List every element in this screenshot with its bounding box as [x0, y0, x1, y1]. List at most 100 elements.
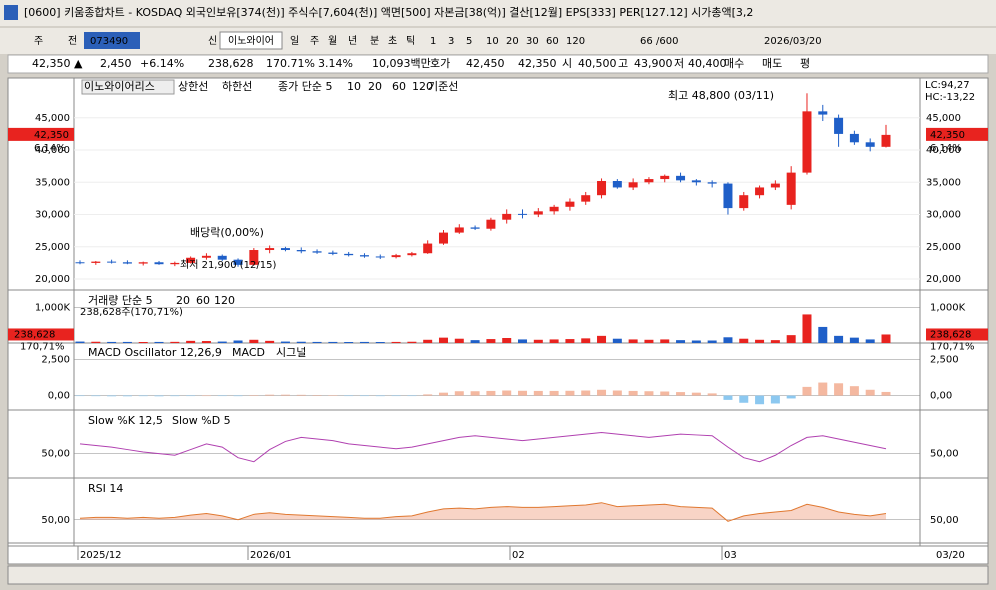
candle-body — [438, 232, 448, 244]
toolbar-item[interactable]: 5 — [466, 36, 472, 47]
candle-body — [107, 261, 117, 263]
candle-body — [265, 248, 275, 251]
bar — [186, 395, 196, 397]
bar — [660, 391, 670, 396]
toolbar-item[interactable]: 주 — [310, 36, 319, 47]
code-box — [84, 32, 140, 49]
y-tick-label: 25,000 — [35, 242, 70, 253]
bar — [612, 390, 622, 396]
bar — [770, 340, 780, 343]
toolbar-item[interactable]: 120 — [566, 36, 585, 47]
bar — [755, 339, 765, 343]
toolbar-item[interactable]: 월 — [328, 35, 337, 47]
toolbar-item[interactable]: 초 — [388, 35, 397, 47]
quote-item[interactable]: 매도 — [762, 57, 782, 70]
bar — [802, 314, 812, 343]
bar — [359, 341, 369, 343]
y-tick-label: 0,00 — [930, 391, 952, 402]
bar — [660, 339, 670, 343]
toolbar-item[interactable]: 분 — [370, 35, 379, 47]
bar — [375, 342, 385, 343]
bar — [533, 339, 543, 343]
line — [79, 502, 887, 522]
toolbar-item[interactable]: 20 — [506, 36, 519, 47]
toolbar-item[interactable]: 1 — [430, 36, 436, 47]
window-title: [0600] 키움종합차트 - KOSDAQ 외국인보유[374(천)] 주식수… — [24, 5, 753, 19]
area — [80, 502, 886, 522]
bar — [454, 338, 464, 343]
toolbar-item[interactable]: 10 — [486, 36, 499, 47]
y-tick-label: 2,500 — [930, 354, 959, 365]
scroll-bar[interactable] — [7, 565, 989, 585]
bar — [122, 341, 132, 343]
y-tick-label: 20,000 — [35, 274, 70, 285]
bar — [138, 342, 148, 343]
legend-item: 기준선 — [428, 80, 458, 93]
y-tick-label: 50,00 — [930, 449, 959, 460]
bar — [565, 390, 575, 396]
bar — [423, 339, 433, 343]
bar — [375, 395, 385, 397]
candle-body — [581, 195, 591, 202]
bar — [328, 395, 338, 396]
bar — [739, 338, 749, 343]
toolbar-item[interactable]: 전 — [68, 35, 77, 47]
candle-body — [818, 111, 828, 115]
toolbar-item[interactable]: 2026/03/20 — [764, 36, 822, 47]
bar — [454, 391, 464, 396]
toolbar-item[interactable]: 073490 — [90, 36, 128, 47]
toolbar-item[interactable]: 신 — [208, 35, 217, 47]
bar — [280, 341, 290, 343]
quote-item: 40,500 — [578, 57, 617, 70]
candle-body — [676, 175, 686, 181]
quote-item[interactable]: 평 — [800, 57, 810, 70]
left-axis — [7, 77, 75, 547]
candle-body — [770, 183, 780, 188]
quote-item[interactable]: 매수 — [724, 57, 744, 70]
candle-body — [802, 111, 812, 173]
bar — [201, 341, 211, 343]
toolbar-item[interactable]: 30 — [526, 36, 539, 47]
quote-item: 40,400 — [688, 57, 727, 70]
bar — [170, 395, 180, 397]
candle-body — [786, 172, 796, 205]
price-tag — [8, 127, 74, 141]
bar — [391, 395, 401, 397]
pct-label: 6,14% — [34, 143, 66, 154]
legend-item: 20 — [176, 294, 190, 307]
annotation: LC:94,27 — [925, 80, 970, 91]
y-tick-label: 30,000 — [35, 210, 70, 221]
bar — [407, 341, 417, 343]
candle-body — [122, 262, 132, 264]
bar — [723, 337, 733, 343]
quote-item: 238,628 — [208, 57, 254, 70]
toolbar-item[interactable]: 60 — [546, 36, 559, 47]
bar — [217, 395, 227, 397]
bar — [691, 340, 701, 343]
bar — [486, 390, 496, 396]
toolbar-item[interactable]: 3 — [448, 36, 454, 47]
bar — [770, 395, 780, 404]
toolbar-item[interactable]: 주 — [34, 36, 43, 47]
x-tick-label: 2025/12 — [80, 550, 122, 561]
candle-body — [328, 252, 338, 254]
candle-body — [533, 211, 543, 215]
annotation: 최저 21,900 (12/15) — [180, 259, 276, 271]
bar — [470, 340, 480, 343]
bar — [628, 390, 638, 396]
legend-item: 시그널 — [276, 346, 306, 359]
quote-item: 저 — [674, 57, 684, 70]
toolbar-item[interactable]: 이노와이어 — [228, 35, 274, 47]
toolbar-item[interactable]: 일 — [290, 35, 299, 47]
bar — [518, 339, 528, 343]
toolbar-item[interactable]: 66 — [640, 36, 653, 47]
y-tick-label: 45,000 — [926, 113, 961, 124]
toolbar-item[interactable]: 틱 — [406, 35, 415, 47]
toolbar-item[interactable]: 년 — [348, 35, 357, 47]
candle-body — [518, 213, 528, 215]
candle-body — [201, 255, 211, 258]
toolbar-item[interactable]: /600 — [656, 36, 678, 47]
candle-body — [628, 182, 638, 188]
bar — [122, 395, 132, 397]
